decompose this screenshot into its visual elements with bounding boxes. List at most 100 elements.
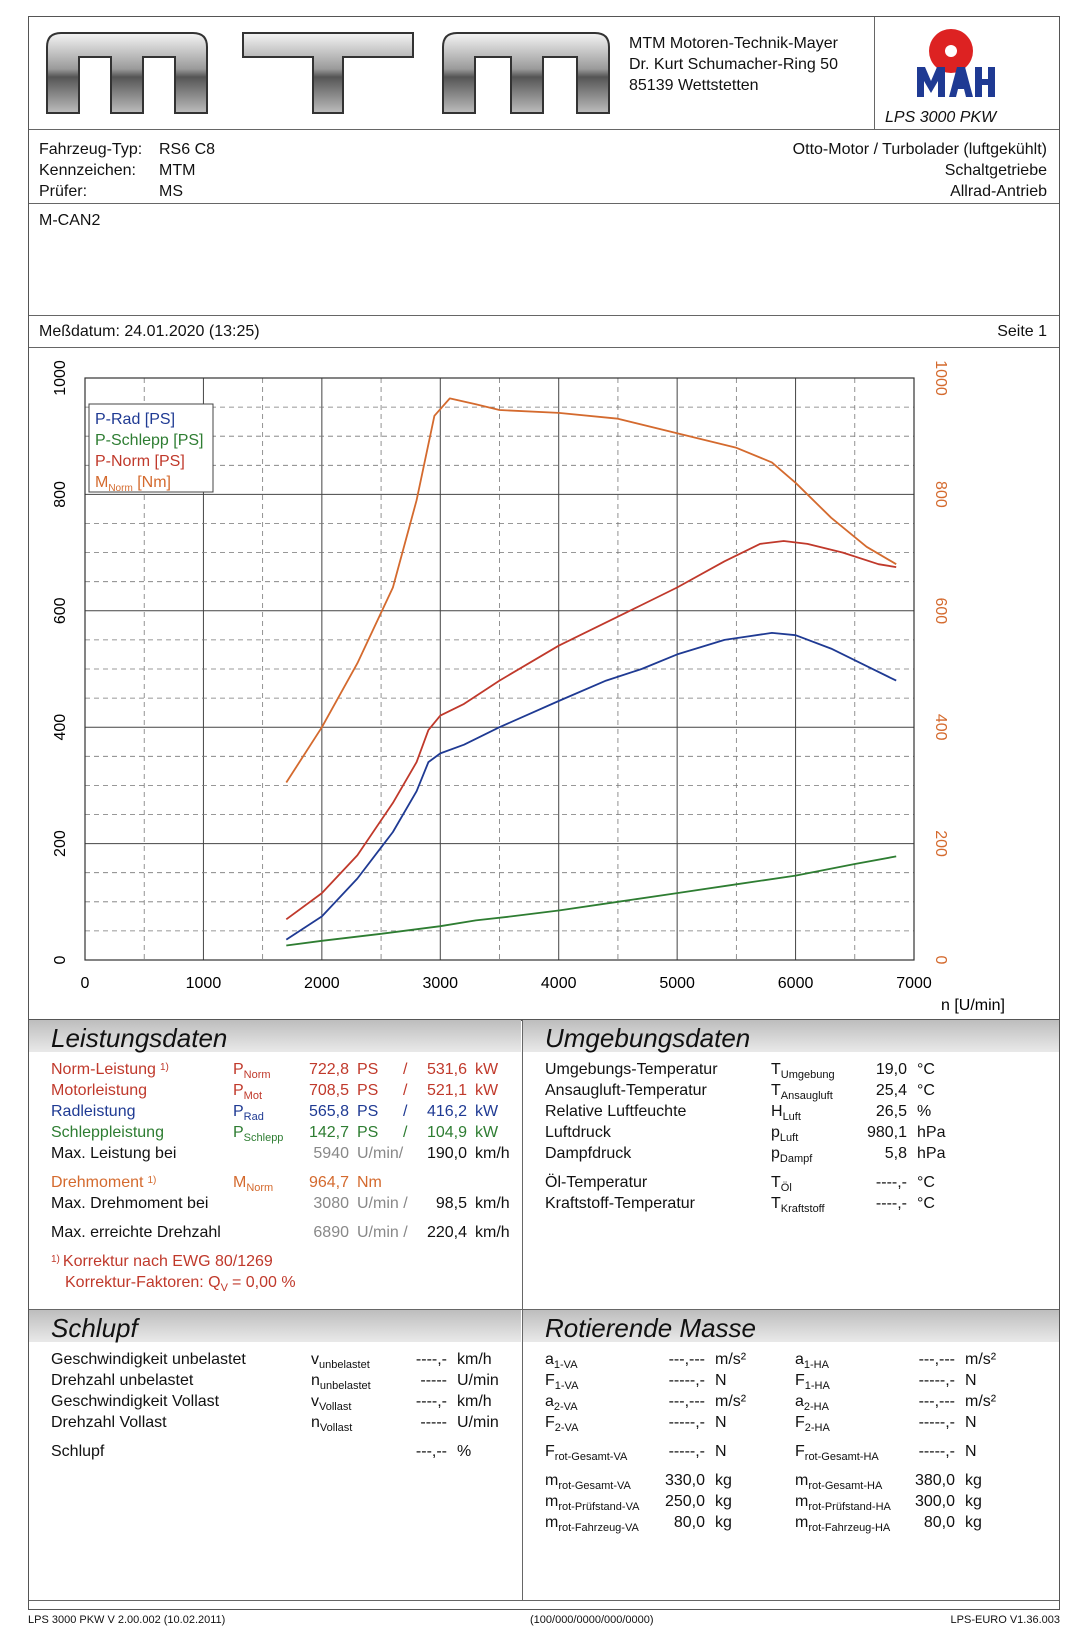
schlupf-label: Geschwindigkeit Vollast [51,1393,220,1410]
drehmoment-value: 964,7 [308,1174,349,1191]
x-axis-label: n [U/min] [941,997,1005,1014]
series-line [285,540,897,921]
leistung-value-ps: 708,5 [308,1082,349,1099]
umgebung-table: Umgebungs-Temperatur TUmgebung 19,0 °C Ansau… [545,1061,1045,1261]
rot-unit: N [965,1443,977,1460]
symbol: m [795,1514,809,1531]
rot-value: ---,--- [918,1351,955,1368]
symbol: v [311,1393,319,1410]
umgebung-value: 25,4 [875,1082,907,1099]
footnote-mark: 1) [159,1062,169,1073]
rot-symbol: F2-HA [795,1414,830,1434]
symbol: H [771,1103,783,1120]
separator: / [403,1061,408,1078]
divider [29,347,1059,348]
section-header-bg [523,1310,1059,1342]
schlupf-symbol: vunbelastet [311,1351,370,1371]
inspector: MS [159,183,183,200]
legend-item: P-Rad [PS] [95,411,175,428]
max-drehmoment-label: Max. Drehmoment bei [51,1195,209,1212]
vehicle-values: RS6 C8 MTM MS [159,139,215,202]
drehmoment-label: Drehmoment 1) [51,1174,157,1191]
rot-value: -----,- [918,1443,955,1460]
korrektur-factor-sub: V [220,1282,228,1294]
y-tick-label-left: 800 [52,481,69,508]
umgebung-symbol: pLuft [771,1124,798,1144]
measure-date: Meßdatum: 24.01.2020 (13:25) [39,323,260,340]
umgebung-label: Öl-Temperatur [545,1174,648,1191]
speed-unit: km/h [475,1224,510,1241]
umgebung-label: Kraftstoff-Temperatur [545,1195,695,1212]
y-tick-label-left: 200 [52,830,69,857]
umgebung-label: Relative Luftfeuchte [545,1103,687,1120]
schlupf-label: Drehzahl Vollast [51,1414,167,1431]
umgebung-symbol: TÖl [771,1174,792,1194]
series-line [285,631,897,941]
mtm-logo-icon [46,32,610,114]
umgebung-title: Umgebungsdaten [545,1023,751,1053]
y-tick-label-right: 600 [932,597,949,624]
symbol-subscript: 2-VA [554,1422,579,1434]
symbol: F [795,1414,805,1431]
symbol-subscript: Kraftstoff [780,1203,825,1215]
symbol: m [545,1493,559,1510]
schlupf-value: ----,- [415,1351,447,1368]
dyno-model: LPS 3000 PKW [885,109,997,126]
korrektur-factor-value: = 0,00 % [231,1274,296,1291]
symbol-subscript: rot-Prüfstand-VA [558,1501,640,1513]
symbol-subscript: Schlepp [243,1132,284,1144]
rot-value: 80,0 [673,1514,705,1531]
rot-symbol: F1-HA [795,1372,830,1392]
symbol: F [545,1372,555,1389]
symbol-subscript: Luft [782,1111,801,1123]
leistung-symbol: PRad [233,1103,264,1123]
rot-symbol: F1-VA [545,1372,578,1392]
symbol-subscript: Dampf [779,1153,813,1165]
maha-logo [891,25,1011,105]
symbol-subscript: Luft [779,1132,799,1144]
license-plate: MTM [159,162,196,179]
schlupf-symbol: nVollast [311,1414,352,1434]
symbol-subscript: rot-Gesamt-HA [808,1480,883,1492]
leistung-label: Radleistung [51,1103,136,1120]
umgebung-label: Ansaugluft-Temperatur [545,1082,707,1099]
symbol: m [795,1493,809,1510]
rot-symbol: mrot-Fahrzeug-HA [795,1514,890,1534]
plot-frame [84,377,915,961]
rot-unit: kg [965,1514,982,1531]
symbol-subscript: 2-VA [553,1401,578,1413]
engine-info: Otto-Motor / Turbolader (luftgekühlt) Sc… [793,139,1047,202]
rot-unit: kg [965,1493,982,1510]
symbol-subscript: Vollast [319,1422,353,1434]
separator: / [403,1082,408,1099]
symbol: m [545,1514,559,1531]
leistung-unit-ps: PS [357,1061,379,1078]
schlupf-unit: U/min [457,1414,499,1431]
gearbox: Schaltgetriebe [944,162,1047,179]
y-tick-label-left: 1000 [52,360,69,396]
rot-symbol: mrot-Fahrzeug-VA [545,1514,639,1534]
schlupf-unit: km/h [457,1351,492,1368]
speed-value: 98,5 [435,1195,467,1212]
rot-symbol: F2-VA [545,1414,578,1434]
divider [29,203,1059,204]
umgebung-symbol: HLuft [771,1103,801,1123]
schlupf-unit: km/h [457,1393,492,1410]
vehicle-label: Fahrzeug-Typ: [39,141,143,158]
schlupf-value: ---,-- [415,1443,447,1460]
umgebung-unit: °C [917,1195,935,1212]
leistung-symbol: PMot [233,1082,262,1102]
y-tick-label-left: 400 [52,714,69,741]
x-tick-label: 1000 [186,975,222,992]
x-tick-label: 6000 [778,975,814,992]
umgebung-value: ----,- [875,1195,907,1212]
section-header-bg [29,1020,521,1052]
x-tick-label: 3000 [422,975,458,992]
symbol: p [771,1124,780,1141]
rot-value: -----,- [918,1372,955,1389]
symbol: m [545,1472,559,1489]
leistung-label: Schleppleistung [51,1124,164,1141]
rot-symbol: Frot-Gesamt-VA [545,1443,627,1463]
symbol: P [233,1061,244,1078]
